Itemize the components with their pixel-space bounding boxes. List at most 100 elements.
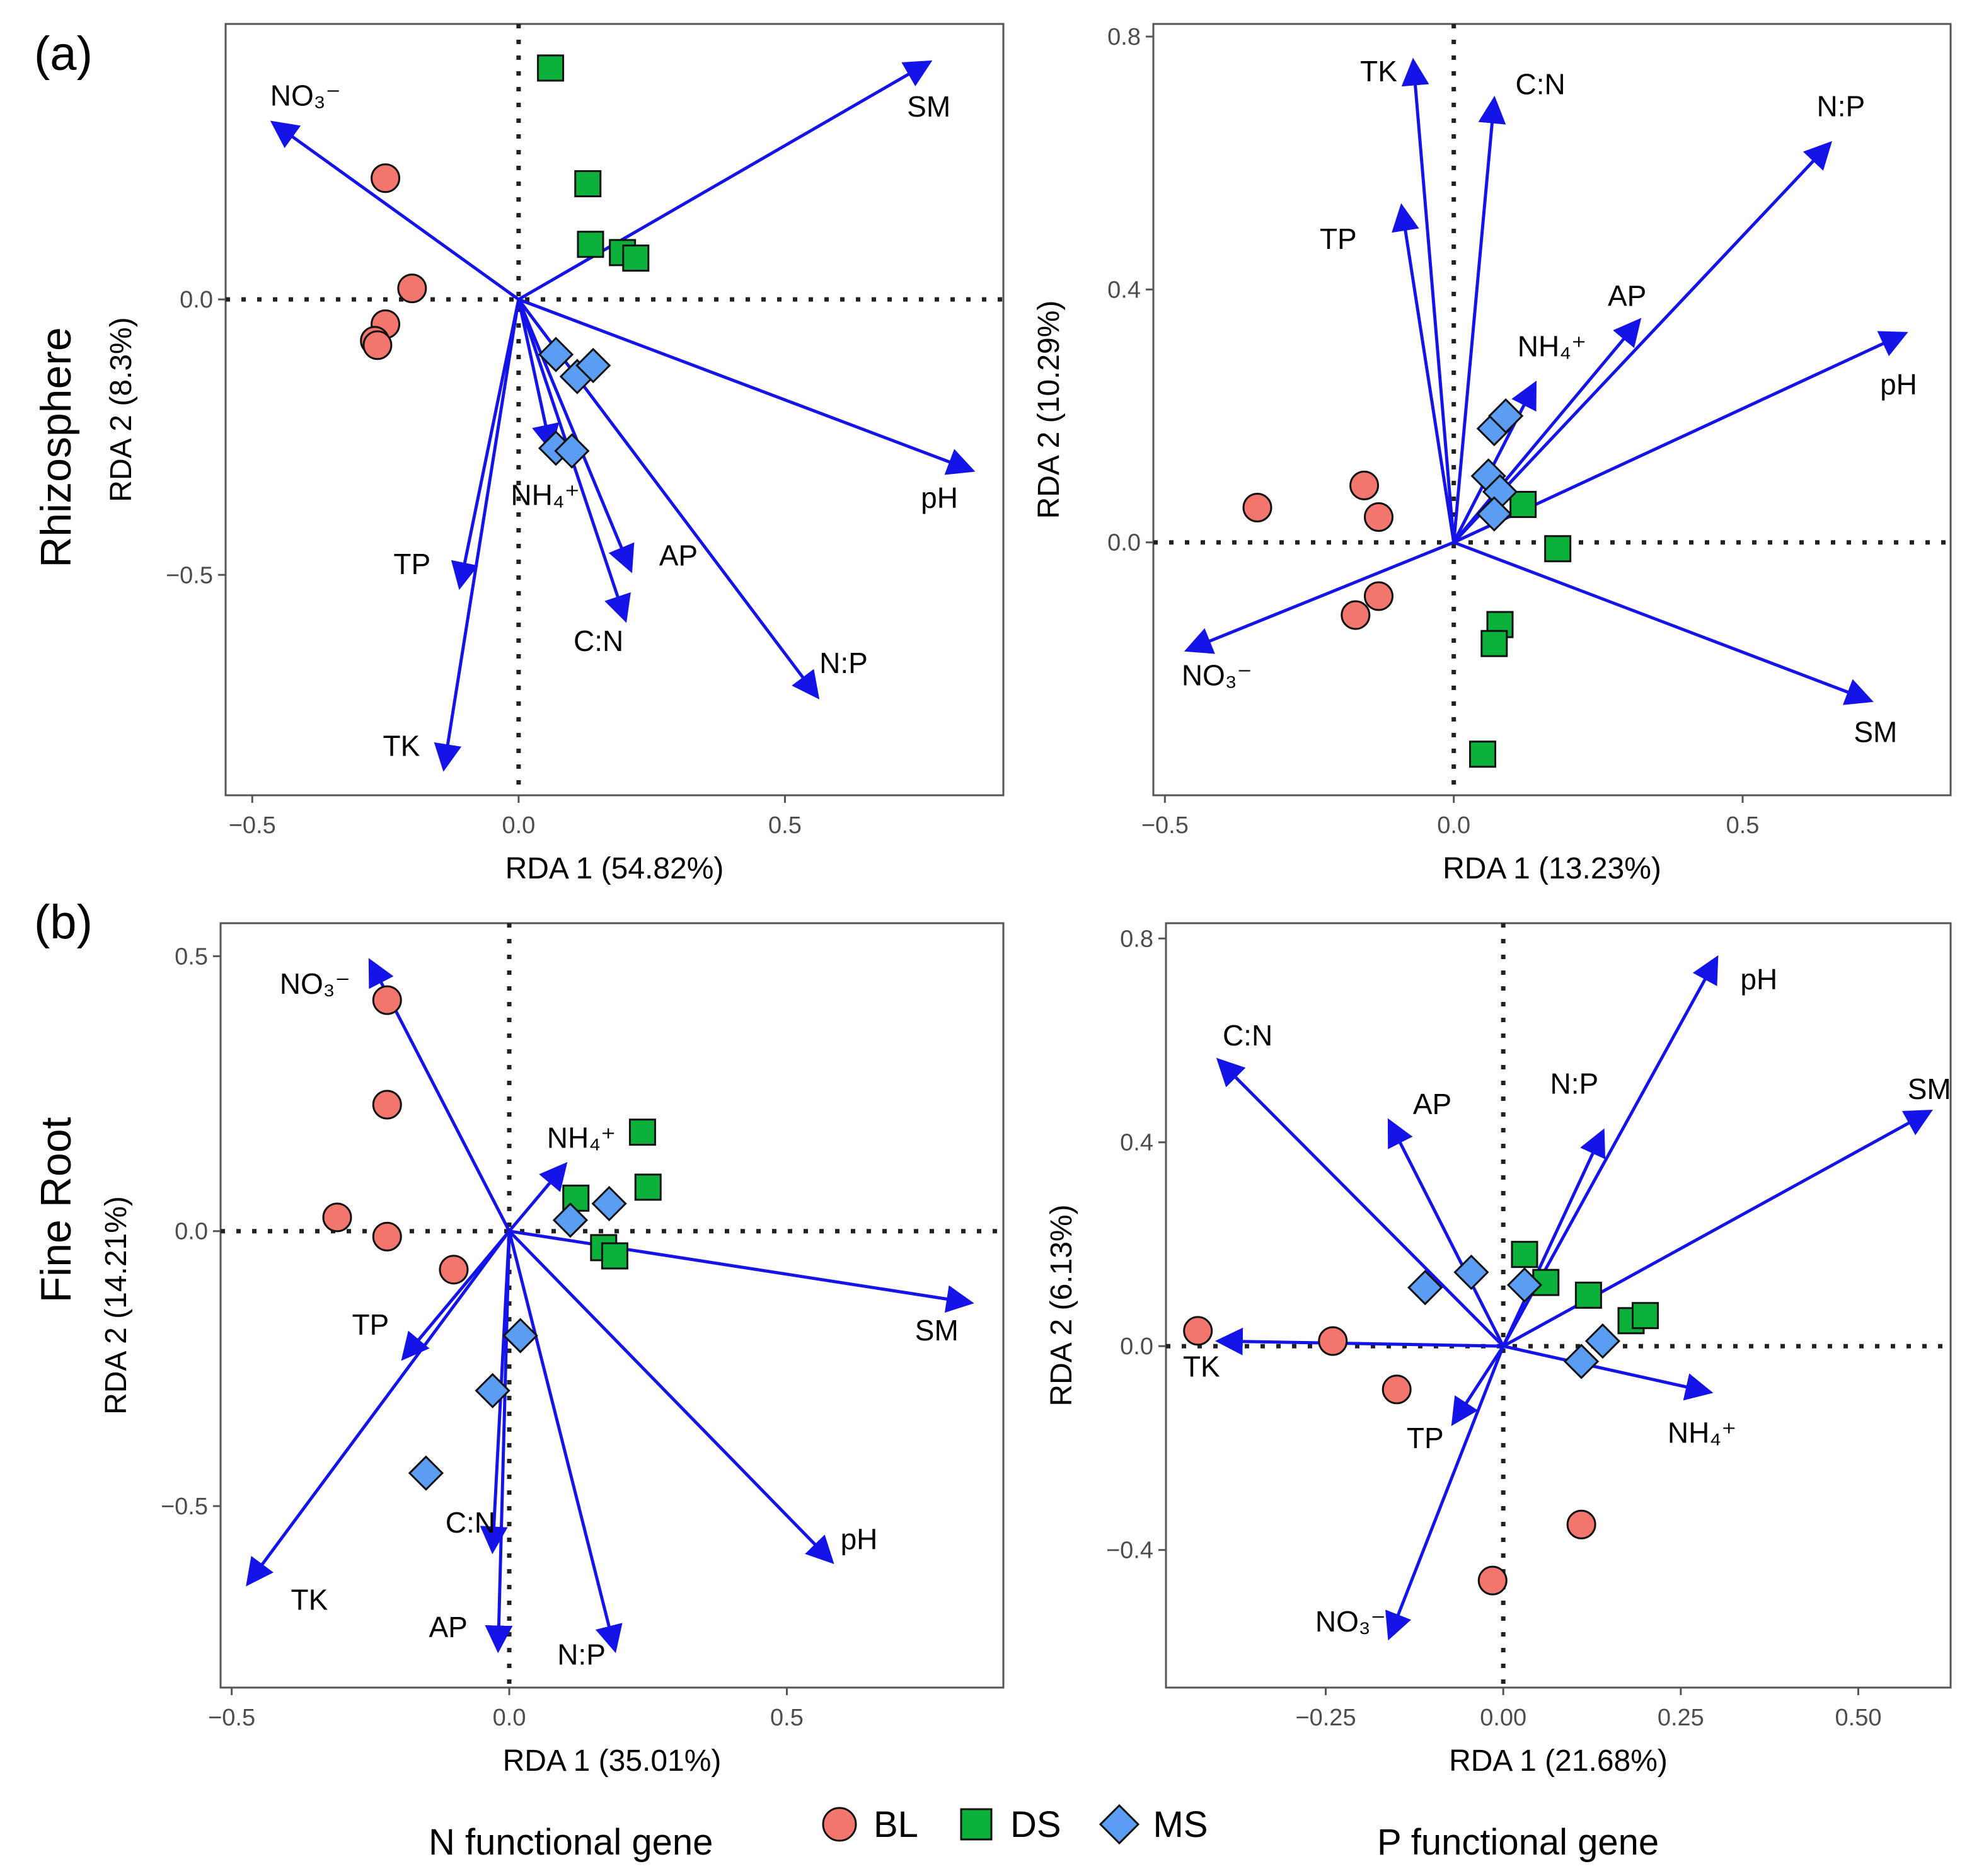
legend-circle-icon <box>822 1807 857 1842</box>
vector-arrow-nh <box>508 1161 568 1233</box>
x-tick-label: 0.0 <box>502 812 535 839</box>
y-tick-label: −0.5 <box>166 562 213 589</box>
point-bl <box>372 985 402 1015</box>
vector-arrow-tk <box>1401 57 1456 543</box>
vector-arrow-tp <box>1392 203 1456 543</box>
vector-arrow-cn <box>1452 95 1506 543</box>
point-ds <box>574 170 602 198</box>
point-ms <box>1476 496 1512 532</box>
point-ms <box>575 347 611 384</box>
point-ms <box>408 1455 444 1491</box>
vector-arrow-sm <box>1502 1110 1933 1348</box>
point-ds <box>1632 1302 1659 1330</box>
point-bl <box>1364 502 1393 532</box>
point-ms <box>591 1185 627 1222</box>
vector-label-ph: pH <box>841 1522 878 1555</box>
y-tick-label: 0.8 <box>1120 926 1153 952</box>
y-axis-label: RDA 2 (10.29%) <box>1032 301 1066 519</box>
x-tick-label: 0.5 <box>768 812 802 839</box>
vector-arrow-cn <box>1216 1057 1504 1347</box>
point-bl <box>1341 600 1371 630</box>
x-tick-label: −0.25 <box>1295 1705 1356 1731</box>
point-ds <box>601 1242 628 1270</box>
x-tick-label: 0.5 <box>1726 812 1760 839</box>
point-bl <box>372 1090 402 1120</box>
point-ds <box>1511 1241 1538 1269</box>
vector-label-sm: SM <box>907 90 950 123</box>
x-tick-label: 0.25 <box>1658 1705 1704 1731</box>
point-bl <box>1183 1316 1213 1346</box>
x-tick-label: −0.5 <box>229 812 276 839</box>
point-bl <box>371 163 401 193</box>
x-tick-label: 0.50 <box>1835 1705 1882 1731</box>
vector-arrow-ap <box>485 1231 513 1654</box>
vector-label-np: N:P <box>819 647 868 679</box>
vector-arrow-sm <box>517 60 933 301</box>
point-ms <box>1506 1267 1543 1303</box>
vector-label-ap: AP <box>429 1611 467 1643</box>
vector-label-sm: SM <box>915 1314 959 1347</box>
point-bl <box>1382 1374 1412 1405</box>
point-ms <box>502 1318 538 1354</box>
vector-arrow-ap <box>517 299 635 573</box>
legend-label-ms: MS <box>1153 1804 1208 1845</box>
vector-label-tp: TP <box>352 1308 389 1341</box>
point-bl <box>439 1255 469 1285</box>
point-ds <box>1480 630 1508 657</box>
vector-label-nh: NH₄⁺ <box>547 1121 616 1154</box>
vector-arrow-ap <box>1387 1118 1505 1347</box>
vector-label-tk: TK <box>383 729 420 762</box>
vector-label-sm: SM <box>1908 1073 1951 1105</box>
vector-label-cn: C:N <box>1516 67 1566 100</box>
vector-label-tk: TK <box>291 1583 328 1616</box>
vector-label-no: NO₃⁻ <box>1315 1605 1386 1638</box>
vector-arrow-ap <box>1452 318 1642 544</box>
vector-arrow-sm <box>1453 541 1874 705</box>
legend: BL DS MS <box>819 1793 1246 1856</box>
point-ds <box>622 245 650 272</box>
vector-label-np: N:P <box>1550 1067 1599 1100</box>
vector-arrow-ph <box>508 1229 834 1565</box>
point-bl <box>1242 493 1272 523</box>
legend-item-bl: BL <box>819 1804 918 1846</box>
vector-arrow-nh <box>1452 380 1537 543</box>
point-ds <box>577 231 604 258</box>
vector-label-cn: C:N <box>1223 1019 1272 1052</box>
x-tick-label: 0.0 <box>1437 812 1470 839</box>
y-axis-label: RDA 2 (6.13%) <box>1045 1204 1078 1406</box>
point-ms <box>1453 1254 1489 1291</box>
vector-arrow-sm <box>509 1229 974 1313</box>
plot-frame <box>224 23 1005 797</box>
y-tick-label: −0.5 <box>161 1493 208 1520</box>
point-ds <box>1469 740 1496 768</box>
vector-label-ap: AP <box>659 539 698 572</box>
y-axis-label: RDA 2 (14.21%) <box>100 1196 133 1415</box>
vector-label-tk: TK <box>1183 1350 1220 1383</box>
point-ds <box>628 1119 656 1146</box>
point-ms <box>552 1202 589 1238</box>
legend-square-icon <box>960 1808 993 1841</box>
vector-arrow-ph <box>517 297 976 475</box>
panel-tag-b: (b) <box>34 895 93 949</box>
vector-label-np: N:P <box>557 1638 606 1671</box>
point-ds <box>1544 535 1572 563</box>
vector-label-no: NO₃⁻ <box>280 967 350 1000</box>
point-ds <box>1574 1281 1602 1309</box>
point-ms <box>538 337 574 372</box>
vector-label-sm: SM <box>1854 716 1897 749</box>
point-ds <box>1509 490 1537 518</box>
y-tick-label: 0.0 <box>1120 1333 1153 1360</box>
legend-item-ms: MS <box>1099 1804 1208 1846</box>
y-axis-label: RDA 2 (8.3%) <box>105 317 138 502</box>
vector-arrow-no <box>1184 541 1455 654</box>
vector-label-ph: pH <box>1880 368 1917 401</box>
point-bl <box>1349 470 1380 500</box>
vector-label-no: NO₃⁻ <box>270 79 341 112</box>
y-tick-label: 0.0 <box>1107 530 1141 556</box>
point-bl <box>1318 1326 1348 1356</box>
vector-label-tp: TP <box>1320 222 1357 255</box>
vector-label-tk: TK <box>1360 55 1397 88</box>
vector-arrow-no <box>1385 1345 1505 1641</box>
